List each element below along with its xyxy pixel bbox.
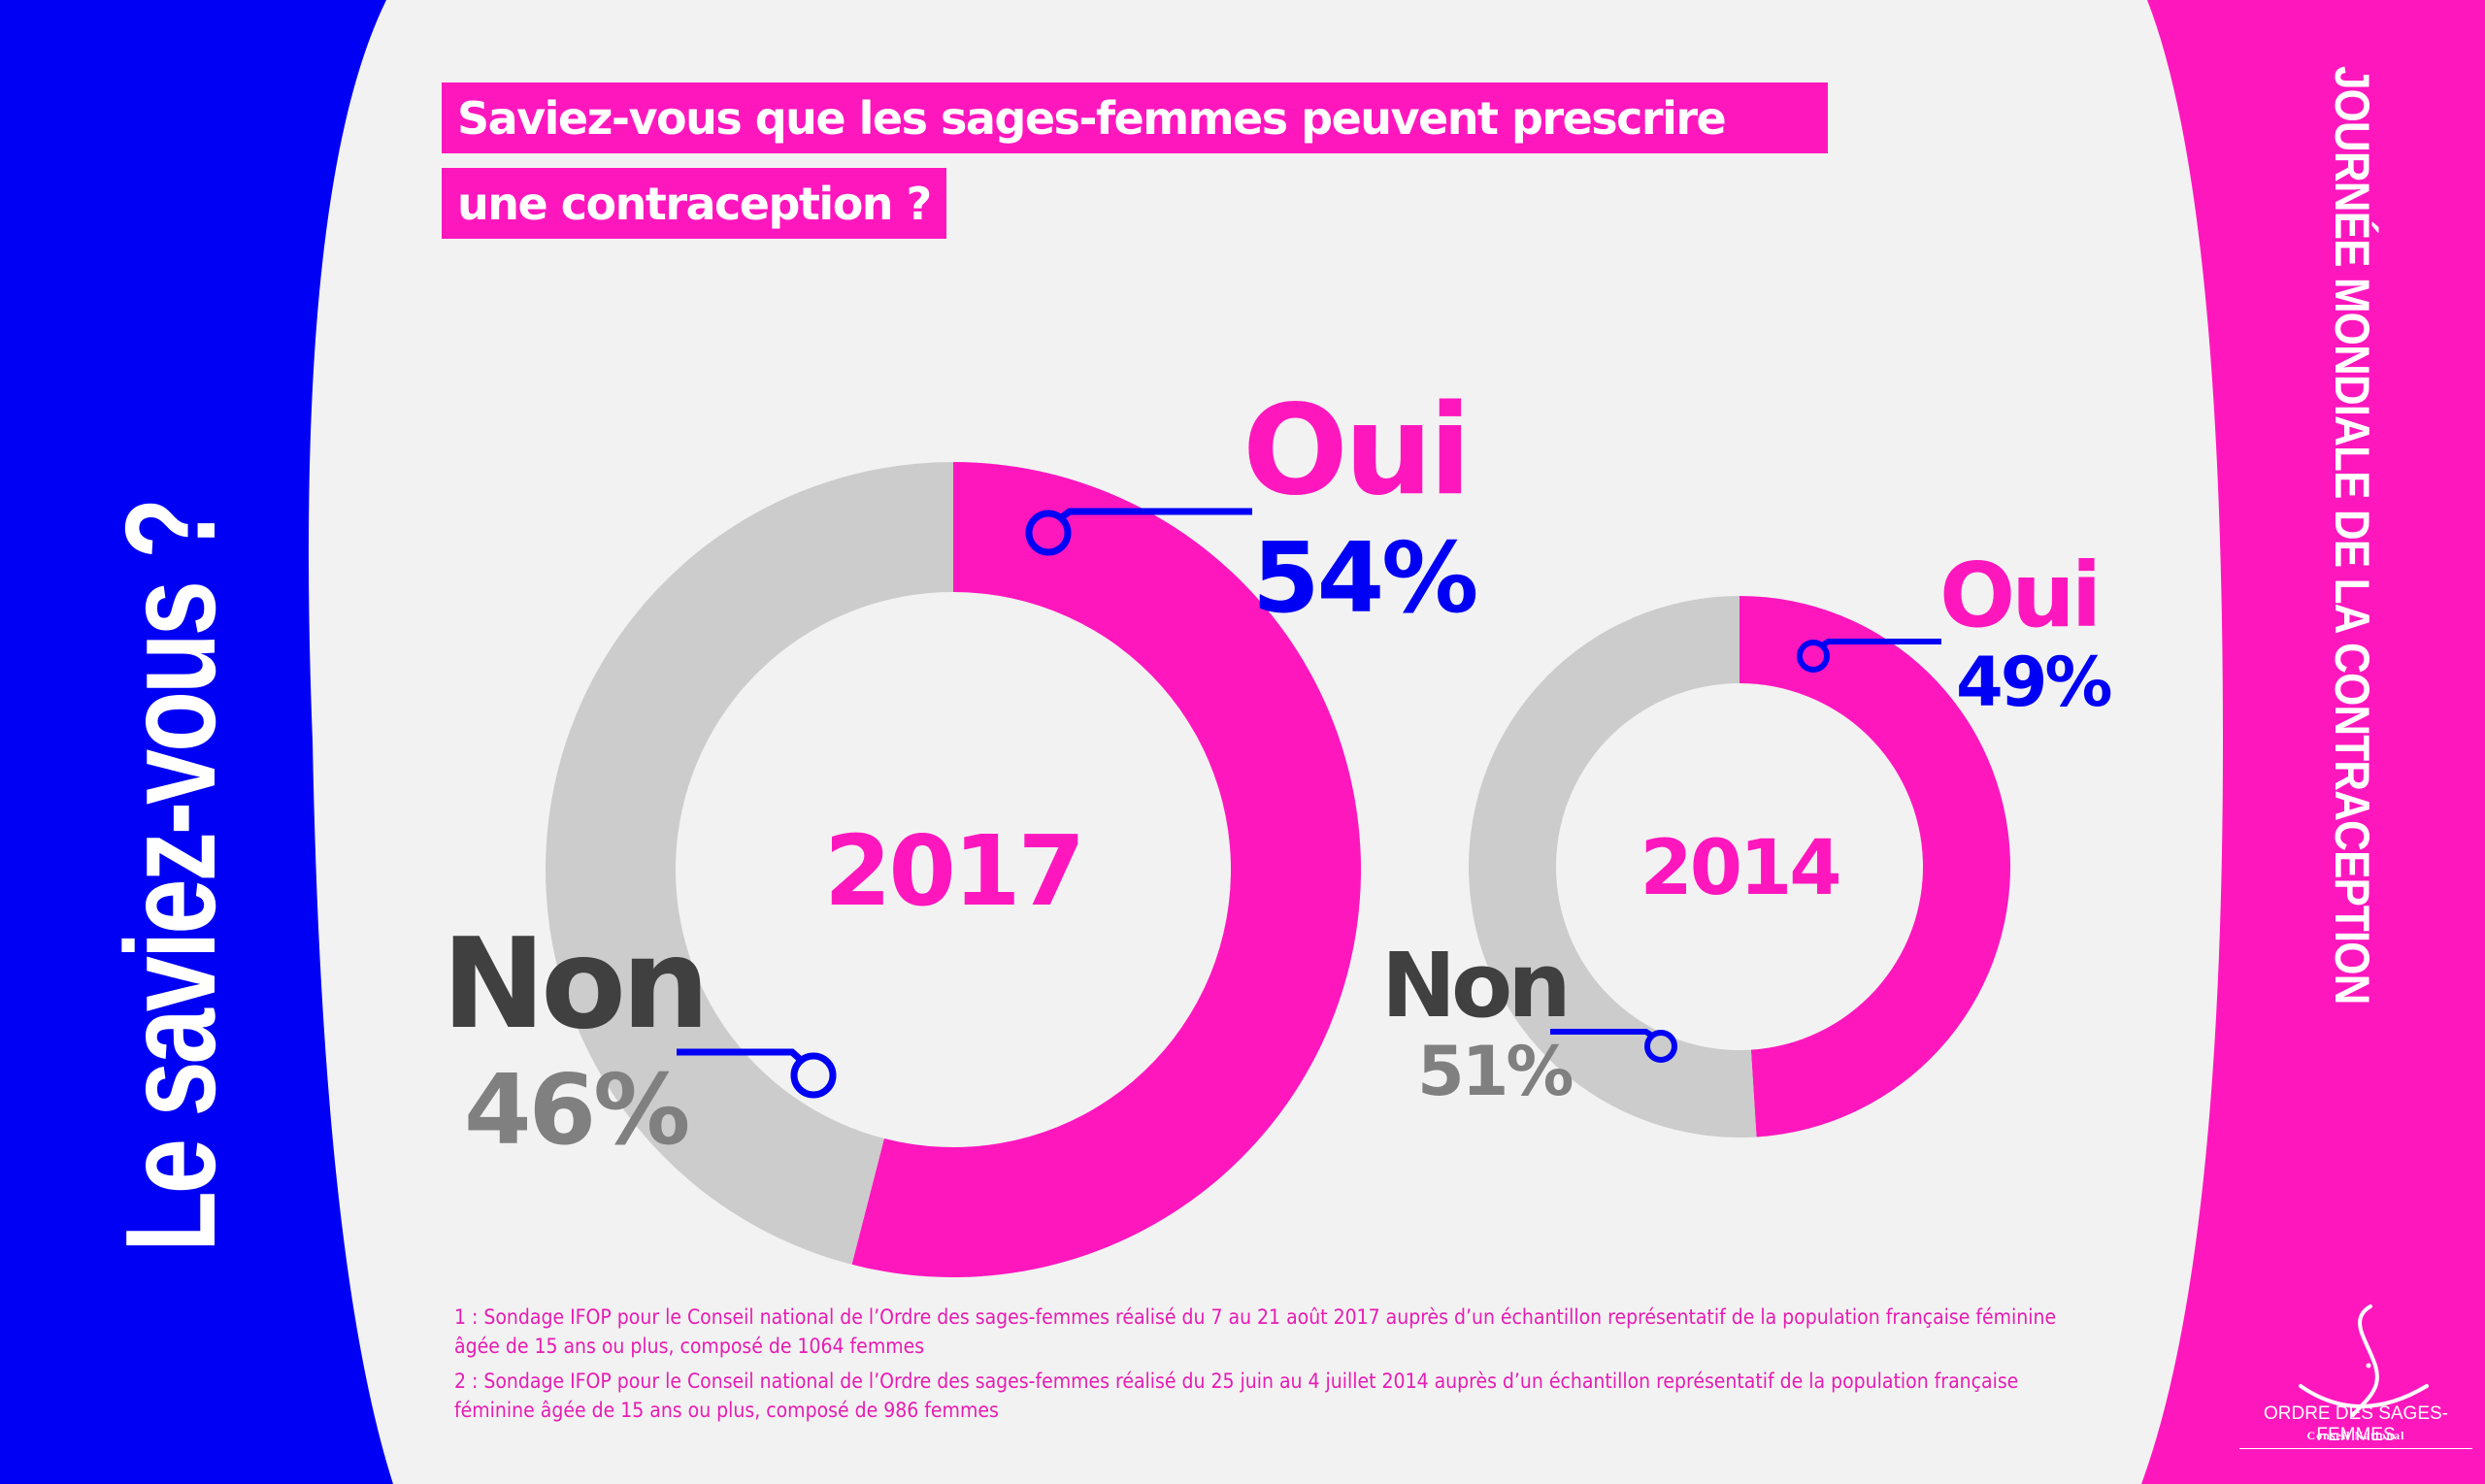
donut-2017-year-label: 2017 [824, 814, 1082, 928]
logo-name: ORDRE DES SAGES-FEMMES [2239, 1403, 2472, 1449]
footnotes: 1 : Sondage IFOP pour le Conseil nationa… [454, 1303, 2104, 1431]
left-blue-panel [0, 0, 393, 1484]
right-pink-panel [2141, 0, 2485, 1484]
donut-2017-non-leader-line [677, 1048, 805, 1064]
donut-2014-slice-oui [1740, 596, 2011, 1138]
donut-2014-oui-marker [1797, 640, 1830, 673]
question-text-2: une contraception ? [457, 177, 932, 230]
donut-2014-non-marker [1644, 1030, 1677, 1063]
donut-2017-oui-value: 54% [1252, 521, 1476, 635]
logo-subtitle: Conseil National [2306, 1429, 2405, 1442]
question-title-line-1: Saviez-vous que les sages-femmes peuvent… [442, 82, 1828, 153]
question-title-line-2: une contraception ? [442, 168, 946, 239]
donut-2014-oui-label: Oui [1939, 544, 2098, 647]
donut-2017-oui-marker [1025, 510, 1072, 556]
donut-2014-non-label: Non [1381, 934, 1567, 1038]
donut-2014-year-label: 2014 [1640, 825, 1839, 912]
donut-2017-non-marker [790, 1052, 837, 1099]
footnote-1: 1 : Sondage IFOP pour le Conseil nationa… [454, 1305, 2057, 1358]
donut-2014-oui-value: 49% [1956, 643, 2110, 722]
donut-2014-non-value: 51% [1417, 1032, 1572, 1111]
donut-2017-non-value: 46% [464, 1053, 688, 1167]
donut-2017-non-label: Non [442, 912, 705, 1057]
donut-2017-slice-non [545, 462, 953, 1265]
question-text-1: Saviez-vous que les sages-femmes peuvent… [457, 91, 1727, 145]
donut-2014-slice-non [1469, 596, 1757, 1138]
pregnant-woman-silhouette-icon [2299, 1304, 2429, 1417]
donut-2017-slice-oui [851, 462, 1361, 1277]
footnote-2: 2 : Sondage IFOP pour le Conseil nationa… [454, 1369, 2019, 1422]
donut-2017-oui-label: Oui [1242, 379, 1468, 523]
